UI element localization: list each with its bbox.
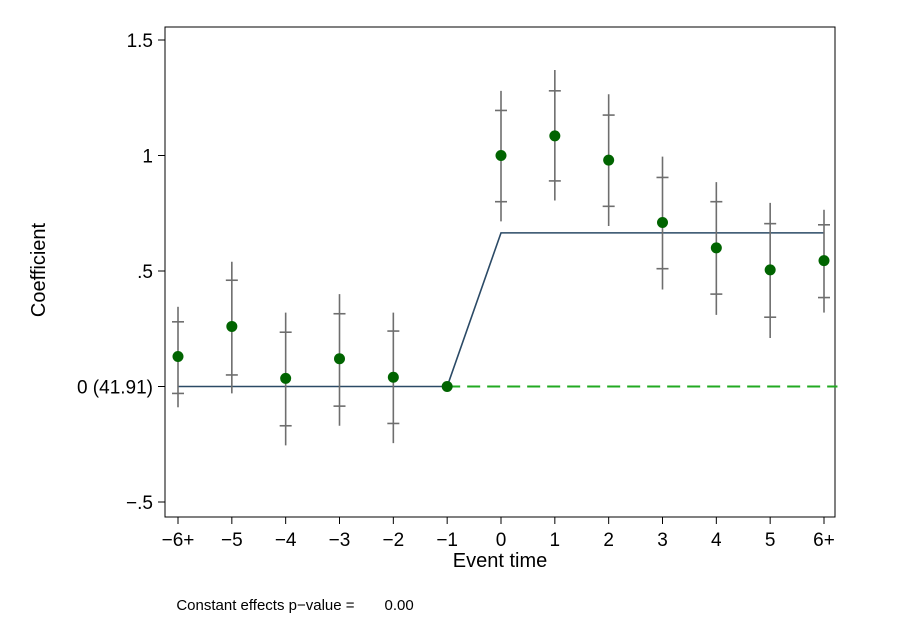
x-axis-title: Event time: [453, 550, 547, 572]
x-tick-label-6: 0: [496, 530, 507, 551]
coefficient-point-8: [603, 154, 615, 166]
y-tick-label-4: −.5: [126, 493, 153, 514]
x-tick-label-11: 5: [765, 530, 776, 551]
coefficient-point-0: [172, 350, 184, 362]
x-tick-label-3: −3: [329, 530, 351, 551]
coefficient-point-3: [334, 353, 345, 365]
y-axis-title: Coefficient: [28, 222, 50, 317]
coefficient-point-7: [549, 130, 561, 142]
coefficient-point-9: [657, 216, 668, 228]
coefficient-points: [172, 130, 830, 392]
footnote-label: Constant effects p−value =: [176, 597, 355, 614]
y-tick-label-1: 1: [142, 147, 153, 168]
x-tick-label-12: 6+: [813, 530, 835, 551]
footnote-value: 0.00: [384, 597, 414, 614]
series-lines: [178, 232, 838, 388]
coefficient-point-6: [495, 150, 507, 161]
plot-frame: [164, 26, 836, 518]
coefficient-point-2: [280, 372, 292, 384]
coefficient-point-4: [387, 371, 399, 383]
footnote: Constant effects p−value = 0.00: [168, 580, 414, 614]
x-tick-label-4: −2: [382, 530, 404, 551]
error-bars: [172, 70, 830, 446]
x-tick-label-8: 2: [603, 530, 614, 551]
x-tick-label-1: −5: [221, 530, 243, 551]
y-tick-label-3: 0 (41.91): [77, 378, 153, 399]
fitted-trend-line: [178, 232, 824, 388]
x-tick-label-10: 4: [711, 530, 722, 551]
coefficient-point-5: [441, 381, 453, 392]
coefficient-point-12: [818, 255, 830, 267]
coefficient-point-10: [710, 242, 722, 254]
x-tick-label-9: 3: [657, 530, 668, 551]
coefficient-point-1: [226, 320, 238, 332]
y-axis: 1.51.50 (41.91)−.5: [77, 31, 165, 514]
y-tick-label-0: 1.5: [127, 31, 153, 52]
x-tick-label-5: −1: [436, 530, 458, 551]
coefficient-point-11: [764, 264, 776, 276]
x-tick-label-2: −4: [275, 530, 297, 551]
x-tick-label-0: −6+: [162, 530, 195, 551]
x-tick-label-7: 1: [550, 530, 561, 551]
y-tick-label-2: .5: [137, 262, 153, 283]
x-axis: −6+ −5 −4 −3 −2 −1 0 1 2 3 4 5 6+: [162, 517, 835, 551]
